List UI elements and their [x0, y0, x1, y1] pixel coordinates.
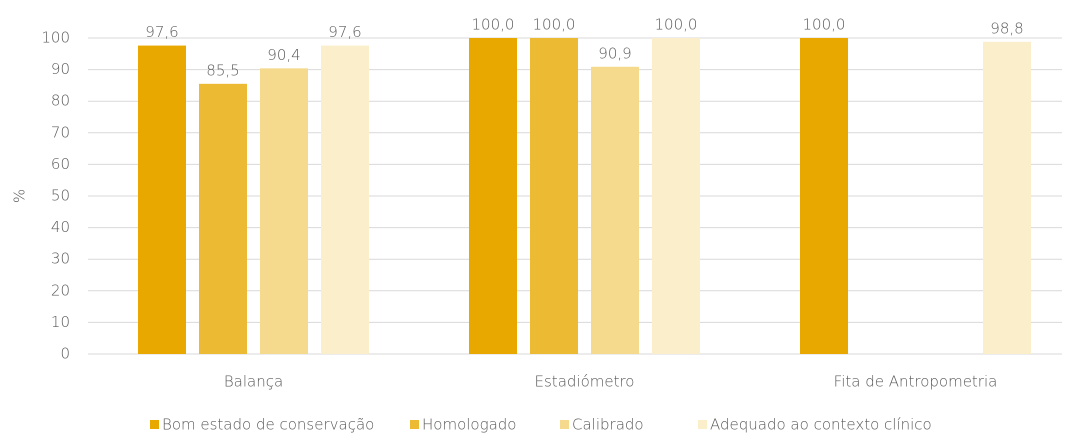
- value-label: 85,5: [206, 61, 239, 79]
- value-label: 100,0: [533, 16, 576, 34]
- bar: [138, 45, 186, 355]
- legend-label: Adequado ao contexto clínico: [710, 416, 932, 434]
- value-label: 97,6: [328, 23, 361, 41]
- bar: [591, 66, 639, 355]
- value-label: 97,6: [145, 23, 178, 41]
- x-tick-label: Estadiómetro: [535, 373, 635, 391]
- bar: [469, 38, 517, 354]
- value-label: 100,0: [803, 16, 846, 34]
- value-label: 90,9: [598, 44, 631, 62]
- y-tick-label: 10: [51, 313, 70, 331]
- y-tick-label: 80: [51, 92, 70, 110]
- y-tick-label: 70: [51, 123, 70, 141]
- y-tick-label: 90: [51, 60, 70, 78]
- y-tick-label: 50: [51, 187, 70, 205]
- legend-label: Homologado: [422, 416, 516, 434]
- legend-label: Bom estado de conservação: [162, 416, 374, 434]
- y-axis-label: %: [11, 189, 29, 203]
- bar: [321, 45, 369, 355]
- value-label: 100,0: [655, 16, 698, 34]
- y-tick-label: 100: [41, 29, 70, 47]
- legend-swatch: [150, 420, 159, 429]
- y-tick-label: 20: [51, 281, 70, 299]
- legend-label: Calibrado: [572, 416, 644, 434]
- x-tick-label: Fita de Antropometria: [834, 373, 998, 391]
- legend-swatch: [698, 420, 707, 429]
- bar: [260, 68, 308, 354]
- value-label: 90,4: [267, 46, 300, 64]
- y-tick-label: 0: [60, 345, 70, 363]
- y-tick-label: 30: [51, 250, 70, 268]
- value-label: 98,8: [990, 19, 1023, 37]
- bar: [800, 38, 848, 354]
- bar: [530, 38, 578, 354]
- bar: [199, 83, 247, 354]
- x-tick-label: Balança: [224, 373, 283, 391]
- value-label: 100,0: [472, 16, 515, 34]
- legend-swatch: [410, 420, 419, 429]
- y-tick-label: 60: [51, 155, 70, 173]
- legend-swatch: [560, 420, 569, 429]
- bar: [652, 38, 700, 354]
- bar: [983, 41, 1031, 355]
- y-tick-label: 40: [51, 218, 70, 236]
